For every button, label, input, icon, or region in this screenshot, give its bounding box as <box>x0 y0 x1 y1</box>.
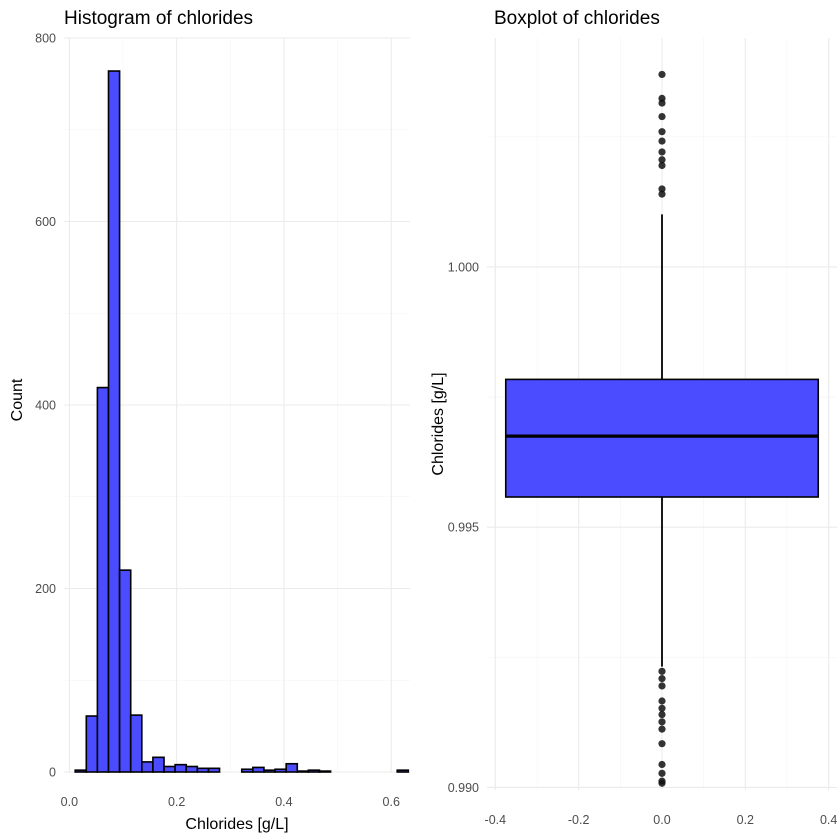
histogram-gridlines <box>64 37 410 773</box>
boxplot-outlier-point <box>658 675 666 683</box>
histogram-bar <box>96 386 110 773</box>
histogram-bars <box>74 70 410 773</box>
histogram-bar <box>85 715 99 773</box>
histogram-bar <box>396 769 410 773</box>
histogram-bar <box>196 767 210 773</box>
boxplot-x-tick-label: 0.0 <box>653 813 670 827</box>
boxplot-outlier-point <box>658 769 666 777</box>
boxplot-outlier-point <box>658 725 666 733</box>
histogram-x-tick-labels: 0.0 0.2 0.4 0.6 <box>61 795 400 809</box>
boxplot-outlier-point <box>658 112 666 121</box>
histogram-bar <box>129 714 143 773</box>
histogram-title: Histogram of chlorides <box>64 8 253 29</box>
boxplot-x-tick-label: -0.4 <box>485 813 507 827</box>
histogram-bar <box>107 70 121 773</box>
boxplot-outlier-point <box>658 185 666 193</box>
histogram-bar <box>118 569 132 773</box>
histogram-bar <box>74 769 88 773</box>
histogram-panel: Histogram of chlorides 0 200 400 600 800 0.0… <box>9 8 410 833</box>
histogram-bar <box>163 765 176 773</box>
boxplot-x-tick-label: 0.4 <box>820 813 837 827</box>
boxplot-outlier-point <box>658 740 666 748</box>
histogram-y-tick-labels: 0 200 400 600 800 <box>35 32 56 780</box>
histogram-bar <box>318 770 332 773</box>
histogram-x-tick-label: 0.6 <box>383 795 400 809</box>
boxplot-y-tick-label: 0.990 <box>448 781 479 795</box>
boxplot-outlier-point <box>658 667 666 675</box>
histogram-bar <box>174 763 188 773</box>
histogram-y-axis-label: Count <box>9 378 26 421</box>
histogram-x-tick-label: 0.4 <box>275 795 292 809</box>
histogram-y-tick-label: 400 <box>35 399 56 413</box>
histogram-bar <box>185 765 199 773</box>
boxplot-outlier-point <box>658 718 666 726</box>
boxplot-y-tick-label: 0.995 <box>448 521 479 535</box>
boxplot-x-tick-label: -0.2 <box>568 813 590 827</box>
histogram-x-tick-label: 0.0 <box>61 795 78 809</box>
boxplot-y-tick-label: 1.000 <box>448 260 479 274</box>
boxplot-outlier-point <box>658 779 666 787</box>
boxplot-x-tick-labels: -0.4 -0.2 0.0 0.2 0.4 <box>485 813 838 827</box>
boxplot-outlier-point <box>658 70 666 79</box>
histogram-bar <box>285 762 299 773</box>
boxplot-outlier-point <box>658 137 666 145</box>
boxplot-title: Boxplot of chlorides <box>494 8 660 29</box>
boxplot-outlier-point <box>658 697 666 705</box>
boxplot-outlier-point <box>658 161 666 170</box>
boxplot-outlier-point <box>658 710 666 719</box>
histogram-y-tick-label: 800 <box>35 32 56 46</box>
boxplot-outlier-point <box>658 156 666 164</box>
boxplot-outlier-point <box>658 760 666 769</box>
boxplot-outlier-point <box>658 99 666 107</box>
boxplot-box <box>504 378 820 498</box>
histogram-bar <box>240 768 254 773</box>
histogram-x-tick-label: 0.2 <box>168 795 185 809</box>
boxplot-outlier-point <box>658 682 666 690</box>
boxplot-panel: Boxplot of chlorides 0.990 0.995 1.000 -0.… <box>430 8 837 827</box>
histogram-bar <box>307 769 321 773</box>
histogram-bar <box>141 761 154 773</box>
boxplot-y-axis-label: Chlorides [g/L] <box>430 372 447 475</box>
histogram-bar <box>207 767 221 773</box>
histogram-bar <box>274 768 287 773</box>
boxplot-outlier-point <box>658 128 666 136</box>
histogram-bar <box>263 769 276 773</box>
boxplot-marks <box>504 70 820 787</box>
boxplot-outlier-point <box>658 704 666 712</box>
boxplot-x-tick-label: 0.2 <box>737 813 754 827</box>
histogram-x-axis-label: Chlorides [g/L] <box>185 816 288 833</box>
histogram-bar <box>252 766 265 773</box>
boxplot-outlier-point <box>658 190 666 198</box>
histogram-bar <box>152 756 165 773</box>
histogram-bar <box>296 770 310 773</box>
histogram-y-tick-label: 600 <box>35 215 56 229</box>
histogram-y-tick-label: 200 <box>35 582 56 596</box>
boxplot-outlier-point <box>658 148 666 156</box>
histogram-y-tick-label: 0 <box>49 766 56 780</box>
boxplot-y-tick-labels: 0.990 0.995 1.000 <box>448 260 479 794</box>
